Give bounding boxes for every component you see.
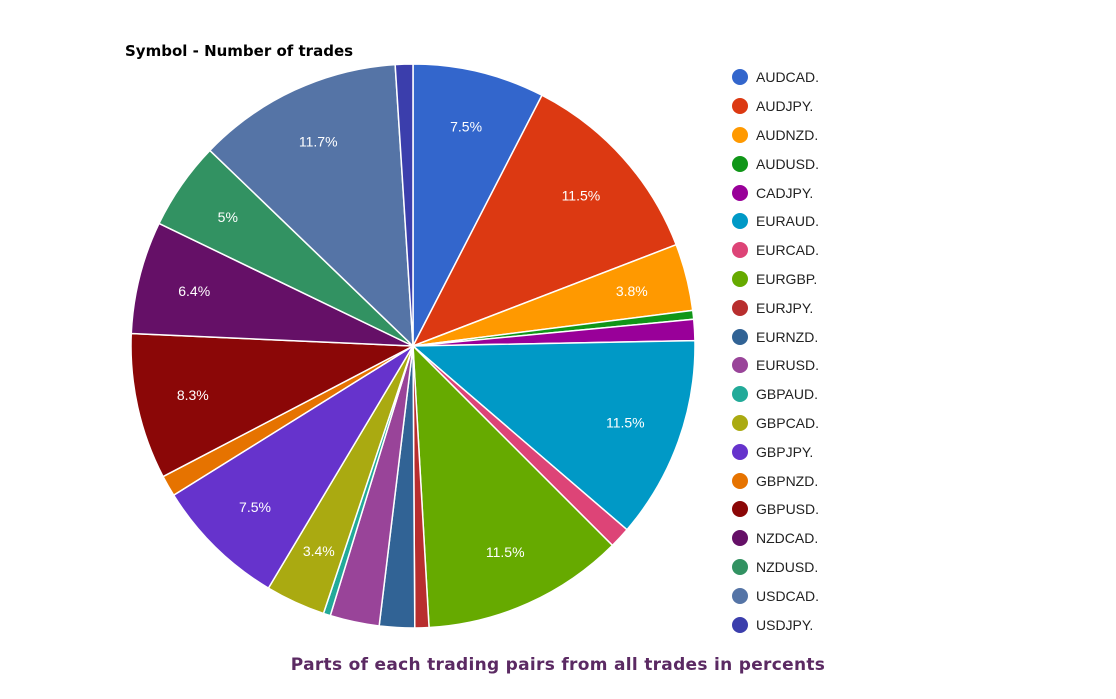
- legend-swatch: [732, 213, 748, 230]
- legend-label: USDCAD.: [756, 587, 820, 604]
- legend-label: GBPNZD.: [756, 472, 819, 489]
- slice-label-eurgbp: 11.5%: [486, 544, 525, 560]
- legend-label: GBPJPY.: [756, 443, 814, 460]
- legend-label: EURNZD.: [756, 328, 819, 345]
- legend-swatch: [732, 126, 748, 143]
- legend-item[interactable]: GBPJPY.: [732, 437, 819, 466]
- legend-swatch: [732, 328, 748, 345]
- legend-item[interactable]: GBPUSD.: [732, 495, 819, 524]
- legend-label: EURUSD.: [756, 357, 820, 374]
- legend-swatch: [732, 386, 748, 403]
- legend-swatch: [732, 357, 748, 374]
- pie-slice-audjpy[interactable]: [411, 94, 678, 348]
- legend-item[interactable]: USDJPY.: [732, 610, 819, 639]
- legend-item[interactable]: AUDUSD.: [732, 149, 819, 178]
- legend-item[interactable]: NZDCAD.: [732, 524, 819, 553]
- legend-item[interactable]: CADJPY.: [732, 178, 819, 207]
- pie-slice-usdjpy[interactable]: [394, 63, 414, 347]
- legend-label: EURCAD.: [756, 242, 820, 259]
- legend-swatch: [732, 299, 748, 316]
- pie-slice-audcad[interactable]: [412, 63, 543, 347]
- legend-swatch: [732, 270, 748, 287]
- legend-label: GBPUSD.: [756, 501, 820, 518]
- legend-swatch: [732, 69, 748, 86]
- legend-label: AUDNZD.: [756, 126, 819, 143]
- legend-swatch: [732, 558, 748, 575]
- slice-label-euraud: 11.5%: [606, 414, 645, 430]
- slice-label-audjpy: 11.5%: [562, 187, 601, 203]
- pie-slice-nzdcad[interactable]: [130, 222, 414, 347]
- legend-item[interactable]: USDCAD.: [732, 581, 819, 610]
- legend-label: AUDUSD.: [756, 155, 820, 172]
- legend-item[interactable]: EURJPY.: [732, 293, 819, 322]
- slice-label-audnzd: 3.8%: [616, 283, 648, 299]
- legend-item[interactable]: GBPNZD.: [732, 466, 819, 495]
- legend-label: EURAUD.: [756, 213, 820, 230]
- legend-label: AUDJPY.: [756, 98, 814, 115]
- legend-label: EURJPY.: [756, 299, 814, 316]
- pie-slice-gbpusd[interactable]: [130, 332, 416, 478]
- legend-swatch: [732, 530, 748, 547]
- legend-label: GBPCAD.: [756, 414, 820, 431]
- legend-swatch: [732, 155, 748, 172]
- legend-label: USDJPY.: [756, 616, 814, 633]
- legend-swatch: [732, 587, 748, 604]
- legend-item[interactable]: AUDCAD.: [732, 63, 819, 92]
- legend-swatch: [732, 472, 748, 489]
- legend-item[interactable]: EURGBP.: [732, 265, 819, 294]
- legend-label: CADJPY.: [756, 184, 814, 201]
- legend-swatch: [732, 616, 748, 633]
- legend-label: GBPAUD.: [756, 386, 818, 403]
- legend-item[interactable]: EURCAD.: [732, 236, 819, 265]
- legend-label: NZDUSD.: [756, 558, 819, 575]
- chart-legend: AUDCAD. AUDJPY. AUDNZD. AUDUSD. CADJPY. EURAU…: [732, 63, 819, 639]
- legend-swatch: [732, 501, 748, 518]
- legend-item[interactable]: AUDJPY.: [732, 92, 819, 121]
- legend-item[interactable]: AUDNZD.: [732, 121, 819, 150]
- slice-label-gbpjpy: 7.5%: [239, 499, 271, 515]
- slice-label-audcad: 7.5%: [450, 119, 482, 135]
- chart-title: Symbol - Number of trades: [125, 42, 354, 60]
- pie-slice-eurgbp[interactable]: [412, 344, 614, 629]
- legend-swatch: [732, 443, 748, 460]
- chart-caption: Parts of each trading pairs from all tra…: [290, 655, 826, 675]
- legend-swatch: [732, 98, 748, 115]
- legend-swatch: [732, 414, 748, 431]
- slice-label-nzdcad: 6.4%: [178, 283, 210, 299]
- legend-item[interactable]: GBPCAD.: [732, 409, 819, 438]
- legend-item[interactable]: EURNZD.: [732, 322, 819, 351]
- legend-swatch: [732, 184, 748, 201]
- legend-swatch: [732, 242, 748, 259]
- pie-slice-usdcad[interactable]: [208, 63, 414, 348]
- legend-label: AUDCAD.: [756, 69, 820, 86]
- legend-item[interactable]: EURUSD.: [732, 351, 819, 380]
- legend-label: EURGBP.: [756, 270, 818, 287]
- slice-label-gbpusd: 8.3%: [177, 387, 209, 403]
- slice-label-gbpcad: 3.4%: [303, 543, 335, 559]
- slice-label-nzdusd: 5%: [218, 209, 238, 225]
- legend-item[interactable]: EURAUD.: [732, 207, 819, 236]
- slice-label-usdcad: 11.7%: [299, 133, 338, 149]
- legend-item[interactable]: NZDUSD.: [732, 553, 819, 582]
- legend-item[interactable]: GBPAUD.: [732, 380, 819, 409]
- pie-slice-gbpjpy[interactable]: [172, 345, 414, 590]
- legend-label: NZDCAD.: [756, 530, 819, 547]
- pie-slice-euraud[interactable]: [411, 339, 696, 531]
